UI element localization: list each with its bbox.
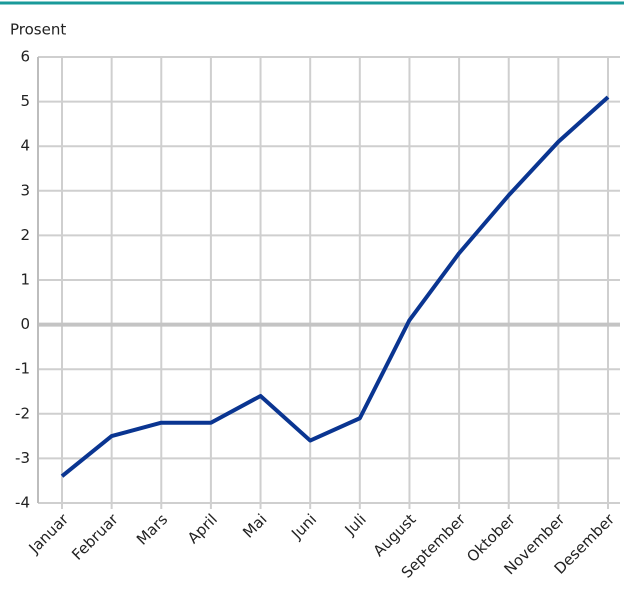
- x-tick-label: April: [184, 510, 221, 547]
- x-tick-label: Januar: [25, 510, 73, 558]
- y-tick-label: -3: [15, 449, 30, 467]
- y-tick-label: 5: [20, 92, 30, 110]
- y-tick-label: 6: [20, 48, 30, 66]
- x-tick-label: Juli: [341, 510, 370, 539]
- y-tick-label: -2: [15, 404, 30, 422]
- x-tick-label: Juni: [287, 510, 320, 543]
- y-tick-label: 3: [20, 181, 30, 199]
- y-tick-label: 1: [20, 271, 30, 289]
- y-tick-label: 0: [20, 315, 30, 333]
- y-tick-label: 4: [20, 137, 30, 155]
- y-axis-label: Prosent: [10, 21, 66, 39]
- x-tick-label: Mars: [133, 510, 171, 548]
- y-tick-label: 2: [20, 226, 30, 244]
- y-tick-label: -1: [15, 360, 30, 378]
- line: [60, 95, 610, 478]
- x-tick-label: Mai: [239, 510, 270, 541]
- x-tick-label: August: [370, 510, 420, 560]
- x-tick-label: Februar: [68, 510, 122, 564]
- y-tick-label: -4: [15, 494, 30, 512]
